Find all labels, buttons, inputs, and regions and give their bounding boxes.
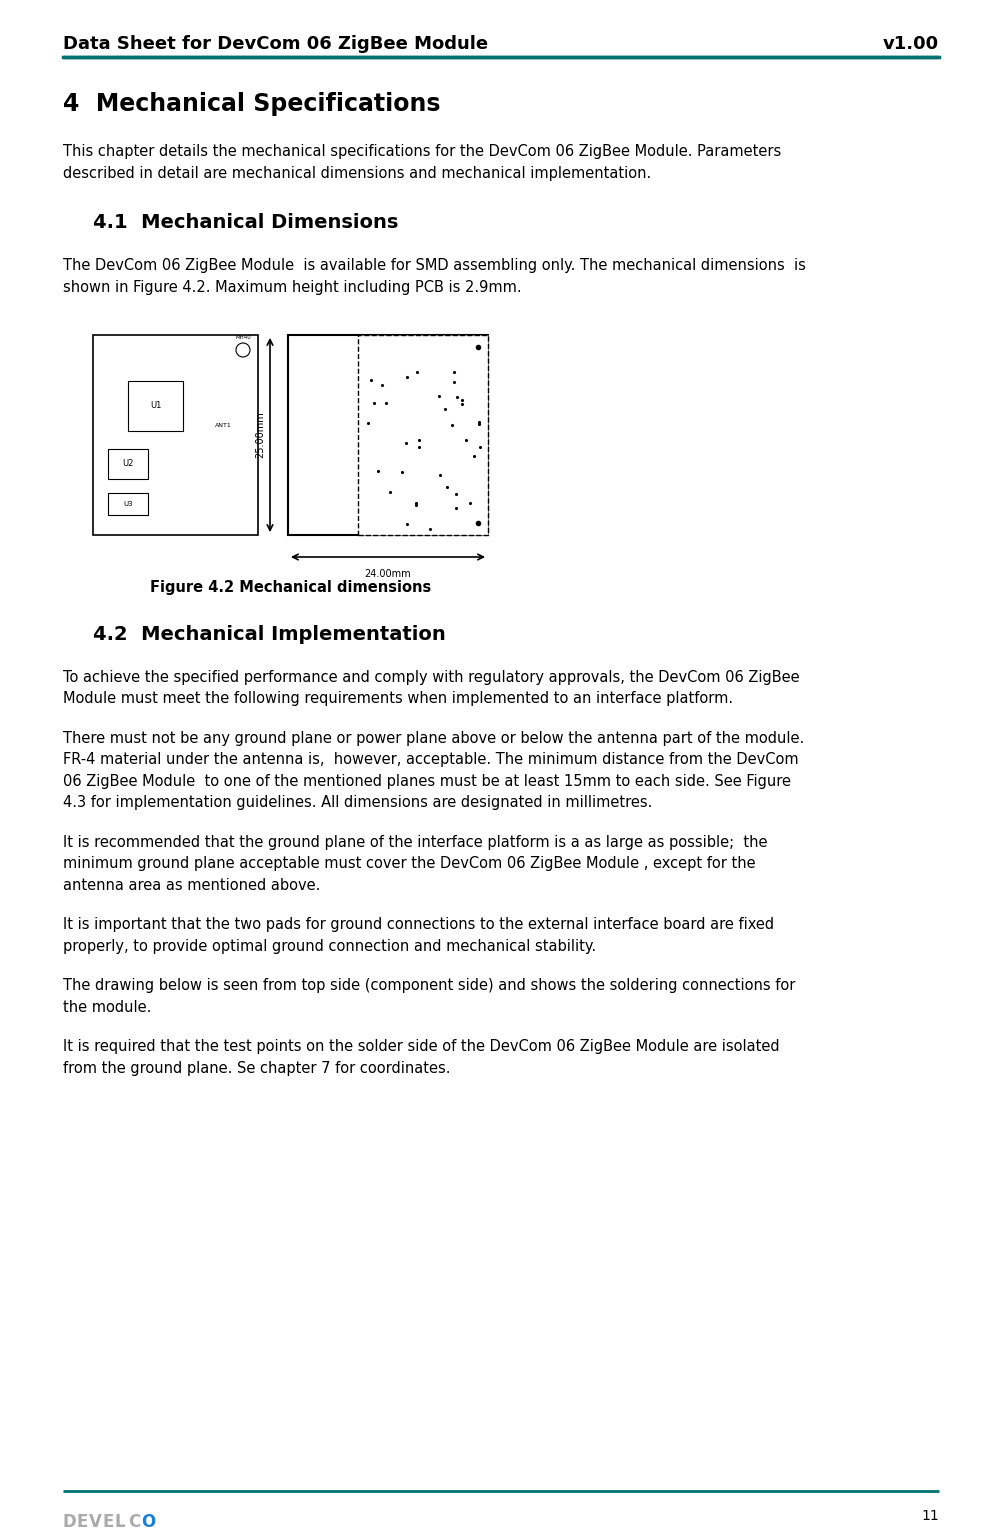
Text: The DevCom 06 ZigBee Module  is available for SMD assembling only. The mechanica: The DevCom 06 ZigBee Module is available… (63, 258, 806, 273)
Text: E: E (76, 1513, 87, 1531)
Text: from the ground plane. Se chapter 7 for coordinates.: from the ground plane. Se chapter 7 for … (63, 1061, 450, 1076)
Text: v1.00: v1.00 (883, 35, 939, 54)
Text: Figure 4.2 Mechanical dimensions: Figure 4.2 Mechanical dimensions (150, 579, 431, 595)
Text: the module.: the module. (63, 1000, 151, 1015)
Text: shown in Figure 4.2. Maximum height including PCB is 2.9mm.: shown in Figure 4.2. Maximum height incl… (63, 281, 522, 294)
Text: The drawing below is seen from top side (component side) and shows the soldering: The drawing below is seen from top side … (63, 978, 795, 993)
Text: It is required that the test points on the solder side of the DevCom 06 ZigBee M: It is required that the test points on t… (63, 1039, 779, 1055)
Text: V: V (89, 1513, 101, 1531)
Text: 4.3 for implementation guidelines. All dimensions are designated in millimetres.: 4.3 for implementation guidelines. All d… (63, 796, 652, 811)
Bar (108, 494, 148, 515)
Text: 24.00mm: 24.00mm (365, 569, 412, 579)
Text: 06 ZigBee Module  to one of the mentioned planes must be at least 15mm to each s: 06 ZigBee Module to one of the mentioned… (63, 774, 791, 789)
Text: 4.1  Mechanical Dimensions: 4.1 Mechanical Dimensions (93, 213, 399, 231)
Circle shape (236, 343, 250, 357)
Bar (128, 382, 183, 431)
Text: To achieve the specified performance and comply with regulatory approvals, the D: To achieve the specified performance and… (63, 670, 799, 685)
Text: U1: U1 (150, 402, 161, 411)
Text: 4.2  Mechanical Implementation: 4.2 Mechanical Implementation (93, 625, 445, 644)
Text: antenna area as mentioned above.: antenna area as mentioned above. (63, 878, 320, 894)
Text: Module must meet the following requirements when implemented to an interface pla: Module must meet the following requireme… (63, 691, 734, 707)
Text: D: D (63, 1513, 77, 1531)
Text: MH40: MH40 (236, 336, 250, 340)
Bar (288, 336, 488, 535)
Text: There must not be any ground plane or power plane above or below the antenna par: There must not be any ground plane or po… (63, 731, 804, 747)
Text: U3: U3 (123, 501, 133, 507)
Text: Data Sheet for DevCom 06 ZigBee Module: Data Sheet for DevCom 06 ZigBee Module (63, 35, 488, 54)
Bar (93, 336, 258, 535)
Text: C: C (128, 1513, 140, 1531)
Text: FR-4 material under the antenna is,  however, acceptable. The minimum distance f: FR-4 material under the antenna is, howe… (63, 753, 798, 768)
Text: L: L (115, 1513, 125, 1531)
Text: minimum ground plane acceptable must cover the DevCom 06 ZigBee Module , except : minimum ground plane acceptable must cov… (63, 857, 755, 871)
Text: ANT1: ANT1 (215, 423, 232, 428)
Text: described in detail are mechanical dimensions and mechanical implementation.: described in detail are mechanical dimen… (63, 166, 651, 181)
Text: O: O (141, 1513, 155, 1531)
Text: U2: U2 (122, 460, 133, 469)
Text: E: E (102, 1513, 113, 1531)
Text: 11: 11 (921, 1508, 939, 1522)
Text: 4  Mechanical Specifications: 4 Mechanical Specifications (63, 92, 440, 117)
Bar (108, 449, 148, 478)
Text: It is important that the two pads for ground connections to the external interfa: It is important that the two pads for gr… (63, 917, 774, 932)
Text: It is recommended that the ground plane of the interface platform is a as large : It is recommended that the ground plane … (63, 835, 767, 849)
Bar (358, 336, 488, 535)
Text: properly, to provide optimal ground connection and mechanical stability.: properly, to provide optimal ground conn… (63, 940, 596, 954)
Text: This chapter details the mechanical specifications for the DevCom 06 ZigBee Modu: This chapter details the mechanical spec… (63, 144, 781, 159)
Text: 25.00mm: 25.00mm (255, 412, 265, 458)
